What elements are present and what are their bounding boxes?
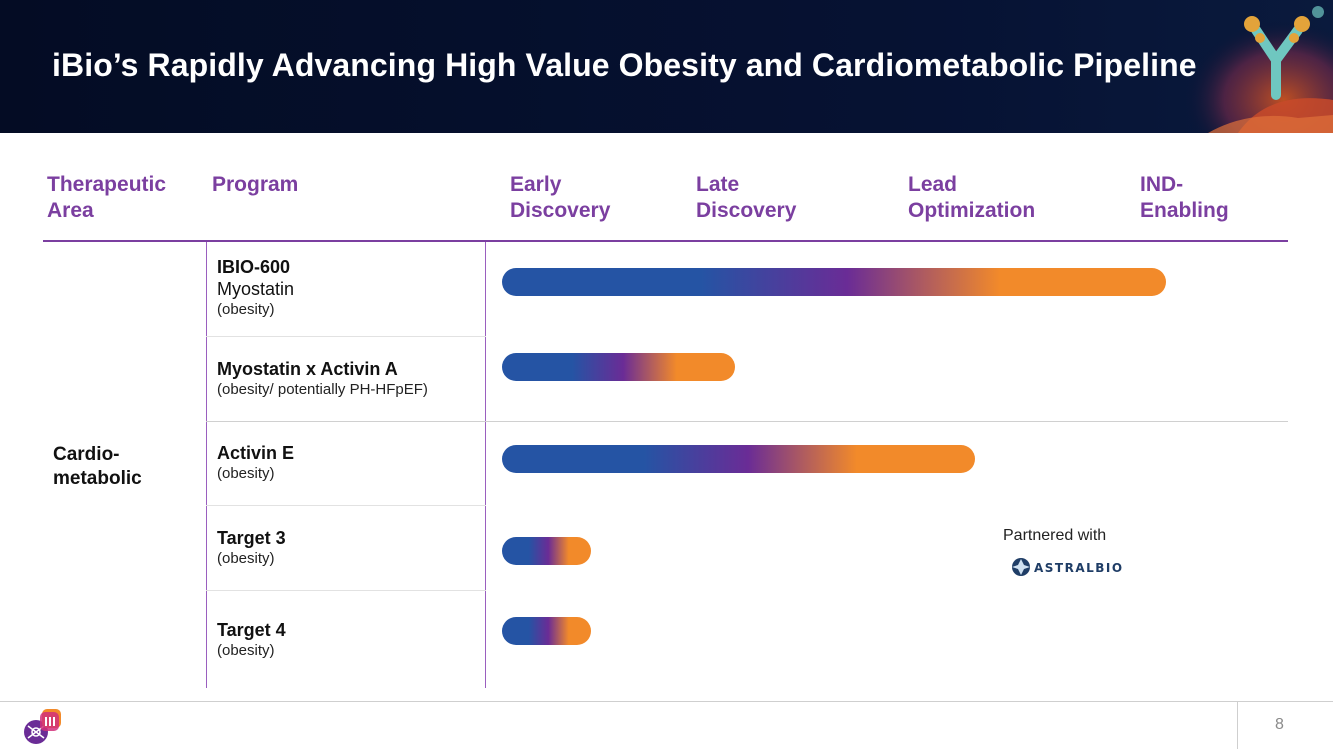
astralbio-logo-text: ASTRALBIO — [1034, 561, 1122, 575]
column-header-line: Program — [212, 173, 299, 196]
column-header-line: Lead — [908, 173, 958, 196]
program-indication: (obesity/ potentially PH-HFpEF) — [217, 381, 428, 398]
program-column-divider — [206, 242, 207, 688]
progress-bar-myostatin-activin-a — [502, 353, 735, 381]
column-header-therapeutic-area: Therapeutic Area — [47, 172, 166, 224]
column-header-line: Area — [47, 199, 94, 222]
column-header-line: Discovery — [696, 199, 797, 222]
program-name: Target 3 — [217, 528, 286, 548]
page-title: iBio’s Rapidly Advancing High Value Obes… — [52, 47, 1197, 83]
antibody-illustration-icon — [1168, 0, 1333, 133]
program-ibio-600: IBIO-600 Myostatin (obesity) — [217, 256, 294, 320]
column-header-early-discovery: Early Discovery — [510, 172, 610, 224]
column-header-program: Program — [212, 172, 298, 198]
program-indication: (obesity) — [217, 465, 275, 482]
column-header-line: Optimization — [908, 199, 1036, 222]
therapeutic-area-label: Cardio- metabolic — [53, 443, 142, 491]
header-divider — [43, 240, 1288, 242]
program-indication: (obesity) — [217, 301, 275, 318]
progress-bar-target-3 — [502, 537, 591, 565]
program-indication: (obesity) — [217, 550, 275, 567]
progress-bar-ibio-600 — [502, 268, 1166, 296]
program-name: Myostatin x Activin A — [217, 359, 398, 379]
row-divider — [206, 336, 486, 337]
column-header-line: Discovery — [510, 199, 611, 222]
row-divider — [206, 505, 486, 506]
astralbio-emblem-icon — [1012, 558, 1030, 576]
program-name: IBIO-600 — [217, 257, 291, 277]
astralbio-logo: ASTRALBIO — [1010, 554, 1122, 580]
column-header-ind-enabling: IND- Enabling — [1140, 172, 1229, 224]
page-number: 8 — [1275, 716, 1284, 733]
area-label-line: Cardio- — [53, 444, 120, 465]
column-header-line: Enabling — [1140, 199, 1229, 222]
stage-column-divider — [485, 242, 486, 688]
program-target-4: Target 4 (obesity) — [217, 619, 286, 661]
program-name: Target 4 — [217, 620, 286, 640]
program-activin-e: Activin E (obesity) — [217, 442, 294, 484]
program-target-3: Target 3 (obesity) — [217, 527, 286, 569]
column-header-line: Therapeutic — [47, 173, 167, 196]
footer-vertical-divider — [1237, 702, 1238, 749]
partner-label: Partnered with — [1003, 527, 1107, 544]
column-header-lead-optimization: Lead Optimization — [908, 172, 1035, 224]
column-header-line: Late — [696, 173, 740, 196]
column-header-line: Early — [510, 173, 562, 196]
row-divider — [206, 590, 486, 591]
row-divider — [206, 421, 1288, 422]
ibio-logo-icon — [22, 706, 64, 746]
program-myostatin-activin-a: Myostatin x Activin A (obesity/ potentia… — [217, 358, 428, 400]
column-header-line: IND- — [1140, 173, 1184, 196]
area-label-line: metabolic — [53, 468, 142, 489]
program-name: Activin E — [217, 443, 295, 463]
title-banner: iBio’s Rapidly Advancing High Value Obes… — [0, 0, 1333, 133]
progress-bar-activin-e — [502, 445, 975, 473]
program-indication: (obesity) — [217, 642, 275, 659]
program-target: Myostatin — [217, 279, 295, 299]
progress-bar-target-4 — [502, 617, 591, 645]
footer-divider — [0, 701, 1333, 702]
column-header-late-discovery: Late Discovery — [696, 172, 796, 224]
